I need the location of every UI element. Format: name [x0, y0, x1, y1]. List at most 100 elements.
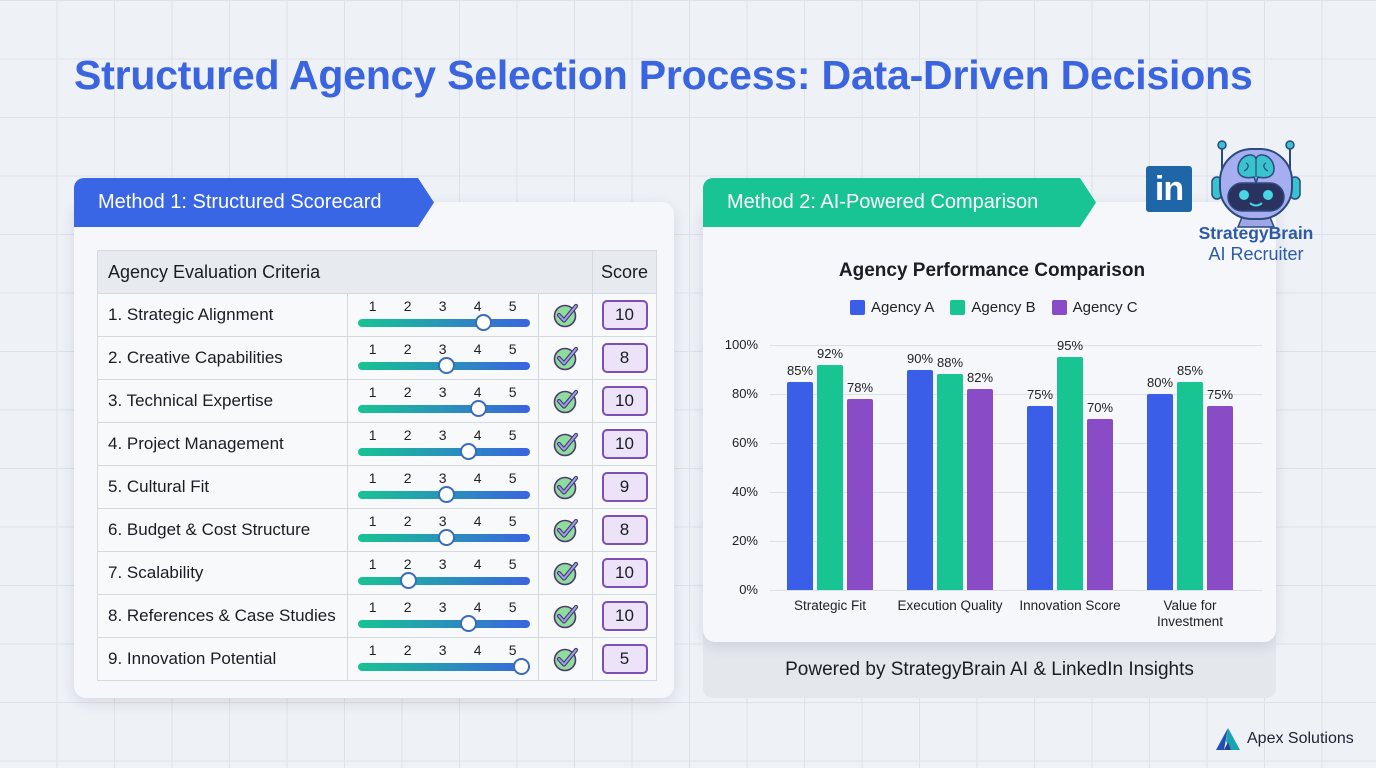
score-value: 9: [601, 472, 648, 502]
score-cell: 5: [592, 637, 657, 681]
bar-value-label: 92%: [816, 345, 844, 361]
slider-thumb[interactable]: [460, 443, 478, 460]
slider-thumb[interactable]: [437, 529, 455, 546]
bar: [1027, 406, 1053, 590]
scale-tick: 5: [508, 513, 517, 529]
score-cell: 8: [592, 508, 657, 552]
scale-tick: 2: [403, 470, 412, 486]
bar-value-label: 75%: [1026, 387, 1054, 403]
legend-label: Agency B: [971, 299, 1036, 316]
rating-slider[interactable]: 1 2 3 4 5: [346, 637, 540, 681]
chart-legend: Agency A Agency B Agency C: [850, 299, 1138, 316]
slider-thumb[interactable]: [469, 400, 487, 417]
scale-tick: 4: [473, 384, 482, 400]
scale-tick: 5: [508, 384, 517, 400]
bar: [787, 381, 813, 590]
slider-track[interactable]: [357, 572, 530, 589]
rating-slider[interactable]: 1 2 3 4 5: [346, 422, 540, 466]
scale-tick: 1: [368, 427, 377, 443]
scale-tick: 3: [438, 556, 447, 572]
slider-scale: 1 2 3 4 5: [368, 470, 518, 486]
rating-slider[interactable]: 1 2 3 4 5: [346, 379, 540, 423]
brand-subtitle: AI Recruiter: [1208, 244, 1304, 264]
scale-tick: 3: [438, 642, 447, 658]
criteria-label: 1. Strategic Alignment: [97, 293, 348, 337]
check-cell: [538, 336, 594, 380]
scale-tick: 4: [473, 599, 482, 615]
scale-tick: 2: [403, 341, 412, 357]
rating-slider[interactable]: 1 2 3 4 5: [346, 551, 540, 595]
slider-scale: 1 2 3 4 5: [368, 599, 518, 615]
slider-scale: 1 2 3 4 5: [368, 556, 518, 572]
company-logo: Apex Solutions: [1215, 727, 1354, 751]
slider-track[interactable]: [357, 658, 530, 675]
legend-swatch: [1051, 300, 1067, 315]
slider-track[interactable]: [357, 443, 530, 460]
scale-tick: 3: [438, 513, 447, 529]
rating-slider[interactable]: 1 2 3 4 5: [346, 508, 540, 552]
apex-logo-icon: [1216, 728, 1240, 750]
checkmark-icon: [553, 475, 578, 500]
rating-slider[interactable]: 1 2 3 4 5: [346, 594, 540, 638]
check-cell: [538, 508, 594, 552]
slider-scale: 1 2 3 4 5: [368, 384, 518, 400]
scale-tick: 3: [438, 384, 447, 400]
robot-brain-icon: [1211, 140, 1301, 228]
slider-thumb[interactable]: [475, 314, 493, 331]
gridline: [770, 443, 1262, 444]
slider-thumb[interactable]: [437, 357, 455, 374]
check-cell: [538, 594, 594, 638]
bar: [967, 389, 993, 590]
bar: [907, 369, 933, 590]
slider-track[interactable]: [357, 529, 530, 546]
slider-thumb[interactable]: [400, 572, 418, 589]
slider-track[interactable]: [357, 400, 530, 417]
slider-track[interactable]: [357, 357, 530, 374]
x-tick-label: Innovation Score: [1019, 598, 1121, 613]
slider-thumb[interactable]: [512, 658, 530, 675]
scale-tick: 1: [368, 513, 377, 529]
scale-tick: 1: [368, 470, 377, 486]
table-row: 6. Budget & Cost Structure 1 2 3 4 5 8: [97, 508, 657, 552]
bar: [1057, 357, 1083, 590]
slider-thumb[interactable]: [460, 615, 478, 632]
scale-tick: 1: [368, 642, 377, 658]
scale-tick: 2: [403, 599, 412, 615]
linkedin-icon: in: [1146, 166, 1192, 212]
slider-track[interactable]: [357, 314, 530, 331]
tab-method-2: Method 2: AI-Powered Comparison: [703, 178, 1096, 227]
table-row: 3. Technical Expertise 1 2 3 4 5 10: [97, 379, 657, 423]
scale-tick: 2: [403, 427, 412, 443]
legend-label: Agency A: [871, 299, 935, 316]
slider-scale: 1 2 3 4 5: [368, 513, 518, 529]
rating-slider[interactable]: 1 2 3 4 5: [346, 336, 540, 380]
slider-scale: 1 2 3 4 5: [368, 642, 518, 658]
score-value: 10: [601, 386, 648, 416]
slider-thumb[interactable]: [437, 486, 455, 503]
bar-value-label: 82%: [966, 370, 994, 386]
rating-slider[interactable]: 1 2 3 4 5: [346, 293, 540, 337]
slider-track[interactable]: [357, 615, 530, 632]
scale-tick: 1: [368, 556, 377, 572]
scale-tick: 4: [473, 470, 482, 486]
rating-slider[interactable]: 1 2 3 4 5: [346, 465, 540, 509]
slider-track[interactable]: [357, 486, 530, 503]
bar-value-label: 80%: [1146, 375, 1174, 390]
criteria-label: 3. Technical Expertise: [97, 379, 348, 423]
score-value: 10: [601, 300, 648, 330]
x-tick-label: Execution Quality: [897, 598, 1003, 613]
scale-tick: 5: [508, 341, 517, 357]
checkmark-icon: [553, 647, 578, 672]
score-value: 10: [601, 601, 648, 631]
legend-item: Agency C: [1051, 299, 1138, 316]
bar-chart-plot: 85% 92% 78% 90% 88% 82% 75% 95% 70% 80% 85% 75%: [770, 338, 1262, 591]
scale-tick: 1: [368, 384, 377, 400]
y-tick-label: 0%: [739, 582, 758, 597]
brand-name: StrategyBrain: [1198, 223, 1314, 243]
page-title: Structured Agency Selection Process: Dat…: [74, 52, 1253, 98]
criteria-label: 2. Creative Capabilities: [97, 336, 348, 380]
scale-tick: 1: [368, 298, 377, 314]
scorecard-table: Agency Evaluation Criteria Score 1. Stra…: [96, 250, 657, 681]
table-row: 5. Cultural Fit 1 2 3 4 5 9: [97, 465, 657, 509]
bar-value-label: 85%: [786, 362, 814, 378]
